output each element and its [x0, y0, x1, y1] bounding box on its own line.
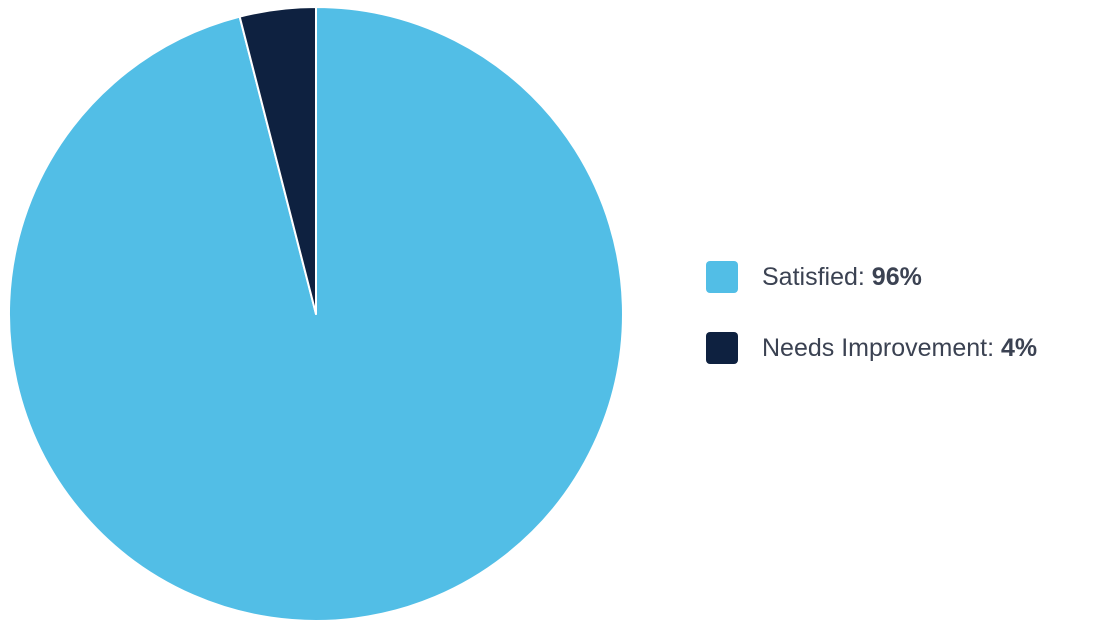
legend-item-satisfied: Satisfied: 96%: [706, 258, 1037, 296]
pie-chart: [7, 6, 624, 621]
legend-text-needs-improvement: Needs Improvement: 4%: [762, 334, 1037, 363]
legend-value-satisfied: 96%: [871, 262, 922, 291]
chart-legend: Satisfied: 96% Needs Improvement: 4%: [706, 258, 1037, 400]
legend-item-needs-improvement: Needs Improvement: 4%: [706, 329, 1037, 367]
legend-label-needs-improvement: Needs Improvement:: [762, 333, 995, 362]
pie-slice-needs-improvement: [238, 6, 317, 315]
legend-label-satisfied: Satisfied:: [762, 262, 865, 291]
pie-slices: [7, 6, 624, 621]
legend-swatch-satisfied: [706, 261, 738, 293]
legend-value-needs-improvement: 4%: [1001, 333, 1038, 362]
legend-text-satisfied: Satisfied: 96%: [762, 263, 922, 292]
legend-swatch-needs-improvement: [706, 332, 738, 364]
